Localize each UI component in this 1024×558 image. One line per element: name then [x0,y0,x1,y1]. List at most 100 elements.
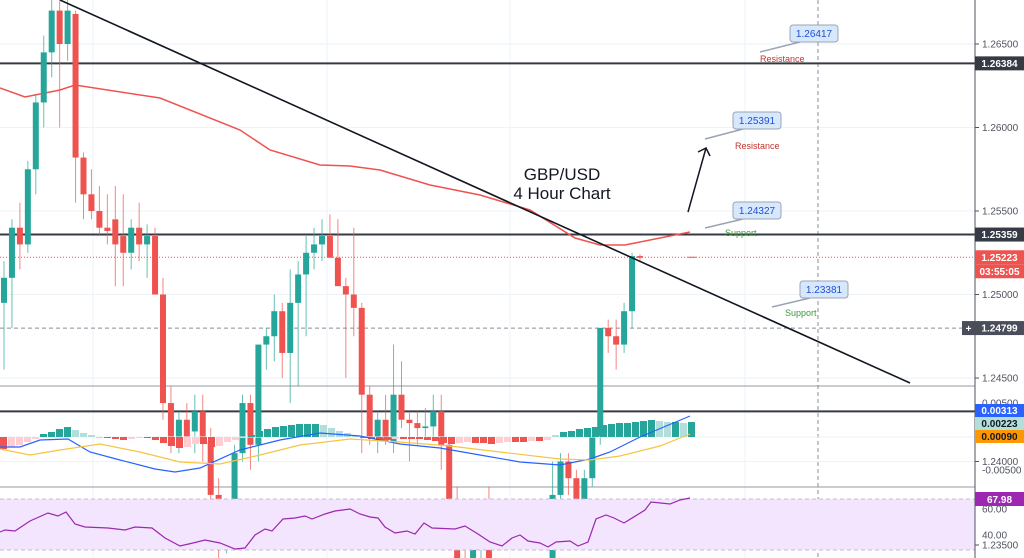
axis-tick-label: 1.26000 [982,123,1019,134]
macd-histogram-bar [200,437,207,444]
candle-bearish [637,256,643,258]
price-callout [732,111,782,130]
macd-histogram-bar [488,437,495,444]
crosshair-tag-label: 1.24799 [981,324,1018,335]
price-callout-text: 1.25391 [739,116,776,127]
macd-histogram-bar [632,422,639,437]
candle-bearish [414,423,421,429]
macd-histogram-bar [184,437,191,447]
candle-bearish [382,419,389,442]
candle-bearish [96,211,103,228]
candle-bullish [303,252,310,275]
candle-bearish [334,257,341,287]
macd-histogram-bar [160,437,167,443]
price-callout-text: 1.24327 [739,206,776,217]
candle-bearish [342,286,349,295]
candle-bearish [398,394,405,420]
macd-histogram-bar [480,437,487,443]
candle-bearish [160,294,166,404]
macd-histogram-bar [72,430,79,437]
macd-value-tag [975,404,1024,417]
rsi-value-tag [975,492,1024,506]
macd-histogram-bar [96,437,103,438]
macd-histogram-bar [640,421,647,437]
candle-bullish [271,311,278,337]
macd-histogram-bar [328,428,335,437]
candle-bearish [613,336,620,345]
macd-value-label: 0.00313 [981,406,1018,417]
trendline[interactable] [59,0,911,384]
candle-bullish [231,453,238,537]
candle-bullish [239,403,246,454]
resistance-label: Resistance [735,141,780,151]
macd-histogram-bar [16,437,23,445]
candle-bullish [589,436,596,479]
projection-arrow[interactable] [687,147,707,213]
last-price-tag-label: 1.25223 [981,253,1018,264]
macd-histogram-bar [616,423,623,437]
candle-bullish [32,102,39,170]
macd-histogram-bar [504,437,511,442]
macd-histogram-bar [120,437,127,440]
macd-histogram-bar [8,437,15,447]
chart-title-line2: 4 Hour Chart [513,184,611,203]
callout-pointer [759,41,801,53]
macd-histogram-bar [128,437,135,439]
macd-histogram-bar [360,437,367,438]
macd-histogram-bar [272,427,279,437]
candle-bullish [263,336,270,345]
candle-bullish [374,419,381,437]
downtrend-line[interactable] [59,0,911,384]
macd-histogram-bar [240,437,247,438]
candle-bearish [80,157,87,195]
macd-histogram-bar [192,437,199,444]
axis-tick-label: 1.25500 [982,207,1019,218]
candle-bearish [199,411,206,442]
macd-histogram-bar [320,425,327,437]
macd-histogram-bar [136,437,143,438]
candle-bullish [295,274,302,303]
rsi-band [0,499,975,550]
rsi-value-label: 67.98 [987,495,1012,506]
candle-bullish [175,419,182,437]
candle-bearish [247,403,254,445]
price-callout-text: 1.23381 [806,285,843,296]
macd-histogram-bar [520,437,527,442]
candle-bullish [422,426,429,429]
candle-bearish [326,236,333,258]
candle-bearish [605,327,612,337]
add-alert-button[interactable] [962,321,975,336]
macd-histogram-bar [352,436,359,437]
chart-title-line1: GBP/USD [524,165,601,184]
macd-histogram-bar [624,423,631,437]
price-axis[interactable]: 1.270001.265001.260001.255001.250001.245… [962,0,1024,558]
axis-tick-label: 1.24000 [982,457,1019,468]
candle-bullish [144,236,151,245]
rsi-line [0,497,691,550]
macd-histogram-bar [280,426,287,437]
macd-histogram-bar [88,435,95,437]
support-label: Support [785,308,817,318]
macd-histogram-bar [448,437,455,444]
candle-bullish [1,277,7,303]
candle-bearish [16,227,23,245]
annotations: 1.26417 Resistance 1.25391 Resistance 1.2432… [688,24,849,318]
candle-bullish [621,311,628,345]
macd-histogram-bar [304,424,311,437]
macd-pane [0,415,975,473]
rsi-axis-label: 40.00 [982,531,1007,542]
candle-bullish [8,227,15,278]
macd-axis-label: -0.00500 [982,466,1022,477]
candle-bearish [446,444,453,504]
macd-histogram-bar [576,429,583,437]
macd-histogram-bar [472,437,479,443]
macd-histogram-bar [600,425,607,437]
macd-histogram-bar [512,437,519,442]
macd-line [0,415,691,473]
candle-bearish [573,478,580,515]
macd-histogram-bar [400,437,407,439]
macd-histogram-bar [416,437,423,439]
callout-pointer [704,218,744,229]
macd-histogram-bar [552,435,559,437]
